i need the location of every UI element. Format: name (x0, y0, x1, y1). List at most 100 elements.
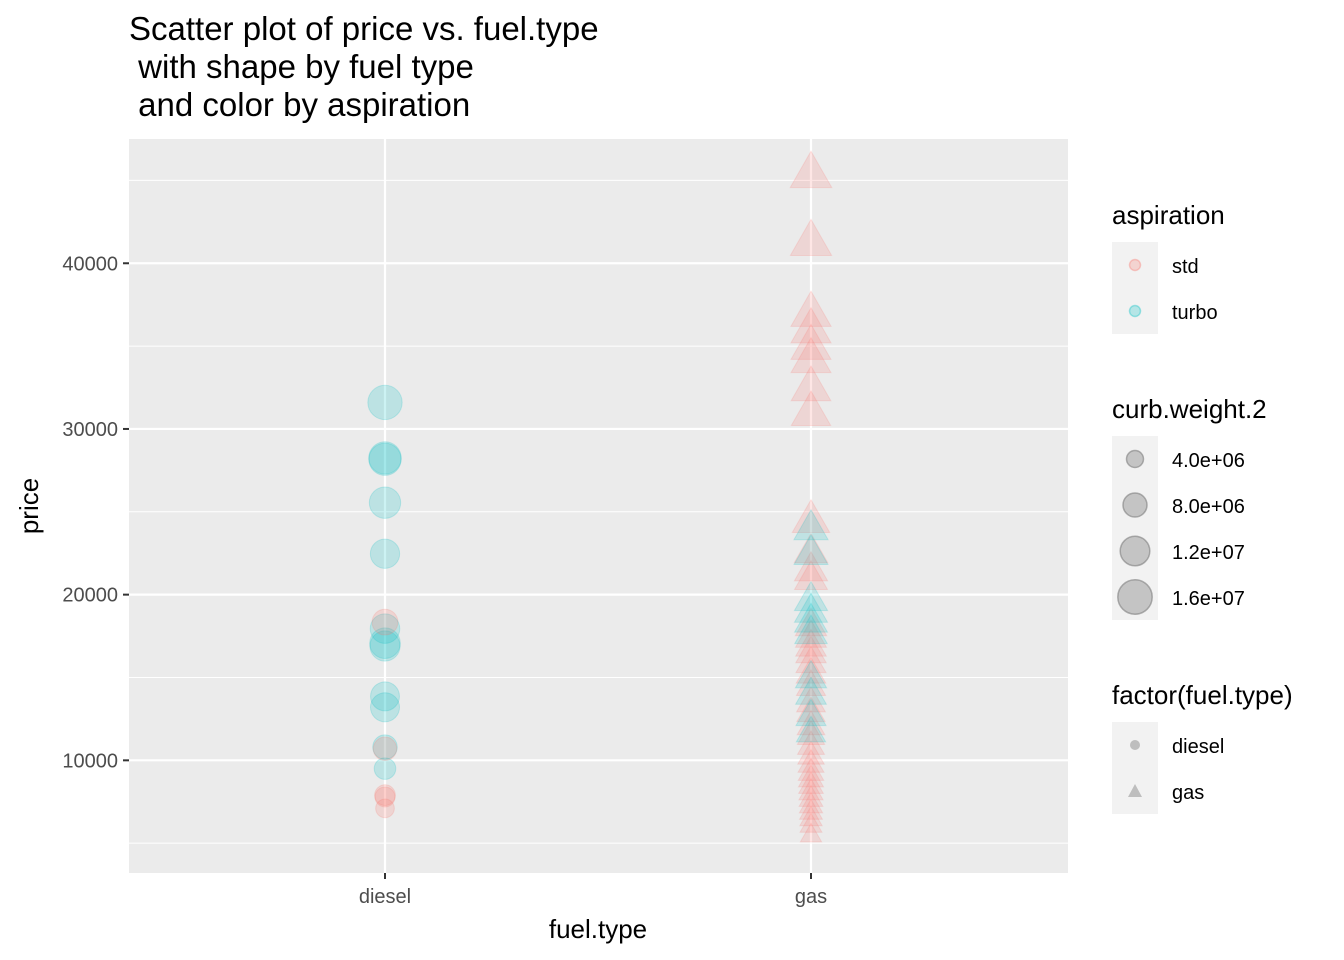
point-gas-std (798, 805, 824, 827)
legend-key-size-1 (1125, 449, 1145, 469)
point-diesel-turbo (372, 734, 398, 760)
point-diesel-std (374, 784, 396, 806)
legend-key-turbo (1128, 304, 1142, 318)
point-gas-std (790, 389, 832, 426)
point-gas-std (797, 757, 825, 781)
point-gas-std (798, 791, 824, 814)
point-gas-std (795, 668, 827, 696)
legend-title-aspiration: aspiration (1112, 200, 1225, 230)
legend-key-size-2 (1122, 492, 1148, 518)
point-gas-std (798, 777, 824, 801)
point-diesel-std (372, 736, 398, 761)
legend-key-diesel (1130, 740, 1140, 750)
point-gas-turbo (793, 602, 829, 633)
point-gas-std (793, 550, 829, 582)
legend-label-size-3: 1.2e+07 (1172, 542, 1245, 564)
legend-size: curb.weight.2 4.0e+06 8.0e+06 1.2e+07 1.… (1112, 394, 1267, 620)
point-diesel-turbo (370, 681, 400, 712)
legend-label-turbo: turbo (1172, 302, 1218, 324)
point-gas-std (796, 739, 826, 765)
y-axis-title: price (14, 478, 44, 534)
point-diesel-std (371, 608, 399, 636)
legend-title-shape: factor(fuel.type) (1112, 680, 1293, 710)
legend-label-size-4: 1.6e+07 (1172, 588, 1245, 610)
point-gas-std (796, 719, 826, 746)
point-gas-std (789, 218, 833, 256)
point-gas-std (793, 532, 829, 564)
point-gas-std (794, 607, 828, 637)
y-tick-label: 10000 (62, 750, 118, 772)
point-gas-turbo (793, 592, 829, 623)
point-diesel-std (375, 798, 395, 819)
axes: 10000 20000 30000 40000 diesel gas (62, 253, 827, 908)
x-axis-title: fuel.type (549, 914, 647, 944)
legend-key-size-4 (1117, 579, 1153, 615)
y-tick-label: 40000 (62, 253, 118, 275)
point-diesel-turbo (369, 627, 401, 659)
point-gas-std (795, 656, 827, 684)
point-gas-std (789, 150, 833, 189)
point-gas-turbo (793, 614, 829, 645)
legend-shape: factor(fuel.type) diesel gas (1112, 680, 1293, 814)
y-tick-label: 30000 (62, 419, 118, 441)
point-gas-std (790, 364, 832, 402)
point-gas-std (796, 729, 826, 755)
chart-title: Scatter plot of price vs. fuel.type with… (129, 10, 599, 123)
point-gas-turbo (795, 715, 827, 743)
point-gas-std (797, 748, 825, 773)
legend-label-gas: gas (1172, 782, 1204, 804)
plot-panel (129, 139, 1068, 873)
point-gas-std (799, 822, 823, 843)
point-gas-std (797, 770, 825, 794)
point-gas-turbo (794, 659, 828, 689)
point-gas-std (798, 784, 824, 807)
point-diesel-turbo (373, 757, 397, 780)
point-diesel-turbo (368, 441, 402, 475)
point-diesel-turbo (367, 384, 403, 421)
point-gas-std (790, 336, 832, 374)
point-diesel-std (374, 786, 396, 808)
point-gas-std (794, 619, 828, 648)
grid-lines (129, 139, 1068, 873)
point-gas-std (797, 763, 825, 788)
point-gas-std (791, 498, 831, 534)
x-tick-label: gas (795, 886, 827, 908)
x-tick-label: diesel (359, 886, 411, 908)
legend-key-size-3 (1119, 535, 1151, 567)
point-gas-std (799, 812, 823, 833)
point-diesel-turbo (368, 442, 402, 476)
point-gas-turbo (793, 580, 829, 612)
legend-label-diesel: diesel (1172, 736, 1224, 758)
point-diesel-turbo (369, 692, 401, 723)
legend-label-size-2: 8.0e+06 (1172, 496, 1245, 518)
point-gas-std (794, 628, 828, 657)
point-diesel-turbo (368, 486, 402, 519)
point-gas-std (790, 323, 832, 360)
legend-key-bg (1112, 242, 1158, 334)
data-points (367, 150, 833, 843)
point-diesel-turbo (369, 538, 401, 569)
point-gas-std (794, 635, 828, 664)
legend-key-std (1128, 258, 1142, 272)
legend-label-std: std (1172, 256, 1199, 278)
legend-label-size-1: 4.0e+06 (1172, 450, 1245, 472)
point-gas-std (798, 798, 824, 820)
point-gas-std (796, 695, 826, 723)
legend-key-bg (1112, 722, 1158, 814)
point-gas-std (796, 709, 826, 736)
point-diesel-turbo (369, 630, 401, 662)
point-gas-std (793, 559, 829, 591)
legend-key-gas (1128, 784, 1142, 797)
legend-aspiration: aspiration std turbo (1112, 200, 1225, 334)
point-gas-turbo (793, 533, 829, 565)
point-diesel-turbo (369, 613, 401, 644)
legend-title-size: curb.weight.2 (1112, 394, 1267, 424)
point-gas-turbo (794, 676, 828, 705)
point-gas-std (790, 290, 832, 327)
y-tick-label: 20000 (62, 585, 118, 607)
point-gas-std (795, 685, 827, 713)
point-gas-turbo (795, 698, 827, 727)
point-gas-std (790, 306, 832, 344)
point-gas-std (795, 645, 827, 674)
